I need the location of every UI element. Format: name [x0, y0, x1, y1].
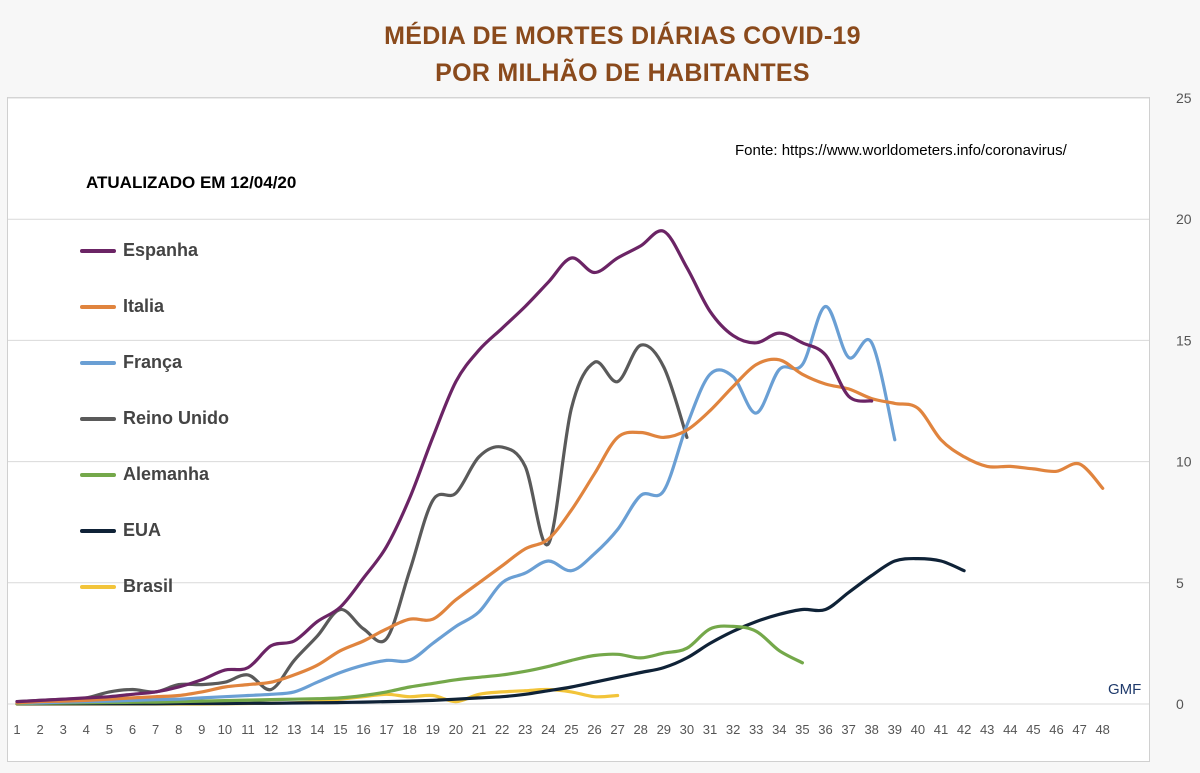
- plot-area: [7, 97, 1150, 762]
- x-tick-label: 6: [129, 722, 136, 737]
- series-line-reino-unido: [15, 343, 689, 704]
- x-tick-label: 25: [564, 722, 578, 737]
- legend-swatch-italia: [80, 305, 116, 309]
- legend-label-espanha: Espanha: [123, 240, 199, 260]
- x-tick-label: 33: [749, 722, 763, 737]
- x-axis-ticks: 1 2 3 4 5 6 7 8 9 10 11 12 13 14 15 16 17 18 19 20 21 22 23 24 2…: [13, 722, 1110, 737]
- chart-title-line2: POR MILHÃO DE HABITANTES: [435, 59, 810, 87]
- x-tick-label: 17: [379, 722, 393, 737]
- x-tick-label: 28: [633, 722, 647, 737]
- x-tick-label: 2: [36, 722, 43, 737]
- x-tick-label: 5: [106, 722, 113, 737]
- x-tick-label: 19: [426, 722, 440, 737]
- updated-date-annotation: ATUALIZADO EM 12/04/20: [86, 173, 297, 192]
- series-lines: [15, 229, 1105, 706]
- x-tick-label: 40: [911, 722, 925, 737]
- x-tick-label: 27: [610, 722, 624, 737]
- y-tick-label: 10: [1176, 454, 1192, 470]
- x-tick-label: 24: [541, 722, 555, 737]
- x-tick-label: 26: [587, 722, 601, 737]
- x-tick-label: 46: [1049, 722, 1063, 737]
- x-tick-label: 4: [83, 722, 90, 737]
- x-tick-label: 8: [175, 722, 182, 737]
- series-line-italia: [15, 357, 1105, 705]
- source-annotation: Fonte: https://www.worldometers.info/cor…: [735, 142, 1067, 159]
- x-tick-label: 21: [472, 722, 486, 737]
- x-tick-label: 9: [198, 722, 205, 737]
- x-tick-label: 35: [795, 722, 809, 737]
- x-tick-label: 48: [1095, 722, 1109, 737]
- x-tick-label: 15: [333, 722, 347, 737]
- author-annotation: GMF: [1108, 681, 1142, 698]
- x-tick-label: 36: [818, 722, 832, 737]
- x-tick-label: 44: [1003, 722, 1017, 737]
- x-tick-label: 14: [310, 722, 324, 737]
- legend-label-reino-unido: Reino Unido: [123, 408, 229, 428]
- x-tick-label: 29: [657, 722, 671, 737]
- y-tick-label: 5: [1176, 575, 1184, 591]
- x-tick-label: 22: [495, 722, 509, 737]
- x-tick-label: 31: [703, 722, 717, 737]
- x-tick-label: 45: [1026, 722, 1040, 737]
- y-tick-label: 0: [1176, 696, 1184, 712]
- legend-swatch-franca: [80, 361, 116, 365]
- x-tick-label: 1: [13, 722, 20, 737]
- chart-title-line1: MÉDIA DE MORTES DIÁRIAS COVID-19: [384, 22, 861, 50]
- x-tick-label: 47: [1072, 722, 1086, 737]
- legend-swatch-alemanha: [80, 473, 116, 477]
- x-tick-label: 42: [957, 722, 971, 737]
- x-tick-label: 16: [356, 722, 370, 737]
- y-tick-label: 20: [1176, 211, 1192, 227]
- x-tick-label: 43: [980, 722, 994, 737]
- series-line-alemanha: [15, 624, 804, 706]
- legend-label-alemanha: Alemanha: [123, 464, 210, 484]
- series-line-franca: [15, 304, 897, 705]
- legend-label-italia: Italia: [123, 296, 165, 316]
- legend-swatch-reino-unido: [80, 417, 116, 421]
- x-tick-label: 38: [864, 722, 878, 737]
- x-tick-label: 30: [680, 722, 694, 737]
- x-tick-label: 10: [218, 722, 232, 737]
- legend-label-brasil: Brasil: [123, 576, 174, 596]
- x-tick-label: 41: [934, 722, 948, 737]
- y-tick-label: 15: [1176, 332, 1192, 348]
- legend-label-eua: EUA: [123, 520, 162, 540]
- legend-swatch-eua: [80, 529, 116, 533]
- y-axis-ticks: 0 5 10 15 20 25: [1176, 90, 1192, 712]
- x-tick-label: 23: [518, 722, 532, 737]
- x-tick-label: 20: [449, 722, 463, 737]
- series-line-eua: [15, 556, 966, 706]
- x-tick-label: 34: [772, 722, 786, 737]
- gridlines: [8, 97, 1149, 705]
- x-tick-label: 18: [402, 722, 416, 737]
- x-tick-label: 12: [264, 722, 278, 737]
- x-tick-label: 37: [841, 722, 855, 737]
- x-tick-label: 7: [152, 722, 159, 737]
- x-tick-label: 13: [287, 722, 301, 737]
- x-tick-label: 3: [60, 722, 67, 737]
- y-tick-label: 25: [1176, 90, 1192, 106]
- x-tick-label: 32: [726, 722, 740, 737]
- x-tick-label: 39: [888, 722, 902, 737]
- series-line-espanha: [15, 229, 874, 704]
- legend-swatch-brasil: [80, 585, 116, 589]
- legend-swatch-espanha: [80, 249, 116, 253]
- x-tick-label: 11: [241, 722, 255, 737]
- legend-label-franca: França: [123, 352, 183, 372]
